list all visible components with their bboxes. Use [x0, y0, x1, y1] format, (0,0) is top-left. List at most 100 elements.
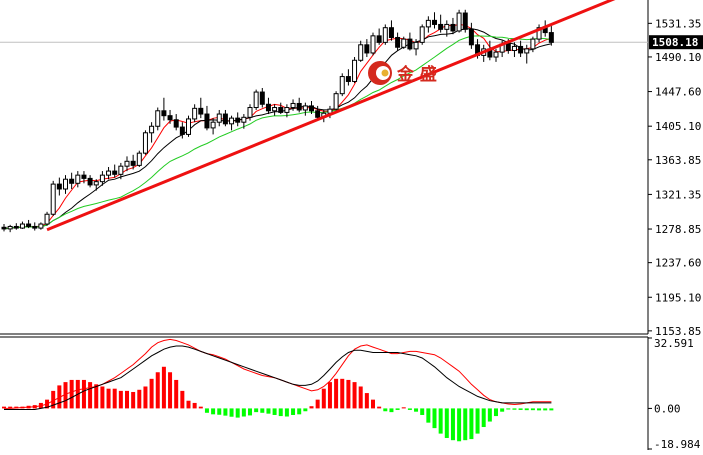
price-tick-label: 1153.85 [655, 325, 701, 338]
candle [161, 97, 167, 121]
candle [290, 99, 296, 111]
macd-bar-negative [494, 408, 498, 417]
macd-bar-positive [315, 399, 320, 409]
candle [186, 115, 191, 137]
macd-bar-positive [88, 382, 93, 409]
macd-bar-positive [352, 382, 357, 409]
candle-body [352, 59, 358, 82]
candle [118, 162, 124, 180]
macd-bar-positive [198, 406, 203, 409]
candle-body [44, 213, 50, 225]
candle-body [149, 125, 155, 134]
macd-bar-negative [481, 408, 486, 428]
candle-body [112, 170, 118, 175]
candle-body [186, 118, 191, 135]
candle-body [38, 223, 44, 229]
macd-bar-negative [395, 408, 400, 410]
candle [309, 101, 314, 115]
candle [204, 105, 210, 131]
macd-bar-positive [143, 386, 148, 409]
macd-bar-negative [383, 408, 388, 412]
candle [124, 156, 130, 172]
candle-body [345, 76, 351, 82]
macd-bar-positive [112, 388, 117, 409]
macd-bar-positive [81, 379, 86, 409]
candle [167, 109, 173, 124]
macd-bar-negative [500, 408, 505, 412]
candle-body [511, 45, 517, 52]
price-tick-label: 1363.85 [655, 154, 701, 167]
candle [1, 224, 7, 232]
macd-bar-negative [254, 408, 259, 413]
candle [149, 122, 155, 143]
candle [407, 32, 413, 51]
candle [63, 175, 68, 194]
macd-bar-positive [161, 366, 166, 409]
candle [302, 102, 308, 116]
macd-bar-positive [94, 384, 99, 409]
price-tick-label: 1405.10 [655, 120, 701, 133]
candle-body [81, 174, 87, 179]
candle-body [192, 107, 198, 120]
candle-body [401, 38, 407, 48]
macd-bar-negative [530, 408, 535, 411]
candle [450, 17, 456, 35]
candle-body [222, 113, 228, 125]
candle [388, 20, 394, 41]
candle-body [1, 226, 7, 230]
macd-bar-negative [204, 408, 209, 413]
candle-body [370, 35, 376, 54]
macd-bar-positive [63, 382, 68, 409]
macd-bar-negative [223, 408, 228, 416]
candle [259, 87, 265, 108]
current-price-badge [649, 35, 703, 50]
macd-bar-positive [364, 393, 369, 409]
macd-bar-positive [186, 400, 191, 409]
candle-body [75, 174, 81, 184]
candle [222, 109, 228, 127]
candle [173, 114, 179, 131]
candle [333, 91, 339, 111]
candle-body [204, 113, 210, 129]
macd-bar-negative [475, 408, 480, 434]
candle-body [278, 107, 284, 113]
candle [358, 40, 364, 62]
candle-body [87, 177, 93, 186]
macd-bar-positive [8, 406, 13, 409]
current-price-label: 1508.18 [652, 36, 698, 49]
candle-body [142, 132, 148, 154]
candle-body [26, 223, 32, 227]
candle-body [419, 26, 425, 43]
macd-bar-negative [407, 408, 412, 410]
macd-bar-positive [371, 399, 375, 409]
candle [87, 175, 93, 188]
candle-body [124, 160, 130, 167]
candle-body [93, 181, 99, 186]
macd-bar-negative [420, 408, 425, 415]
macd-bar-negative [389, 408, 394, 413]
macd-signal-line [4, 338, 552, 409]
candle [247, 104, 253, 121]
candle-body [247, 107, 253, 118]
candle-body [358, 44, 364, 61]
macd-bar-negative [303, 408, 308, 412]
candle [130, 154, 136, 170]
candle [216, 109, 222, 127]
macd-bar-positive [137, 389, 142, 409]
macd-bar-positive [174, 379, 179, 409]
candle-body [468, 28, 474, 46]
macd-tick-label: -18.984 [654, 438, 701, 450]
candle-body [99, 174, 105, 183]
candle [376, 28, 382, 45]
candle-body [179, 126, 185, 135]
macd-bar-positive [51, 390, 56, 409]
candle-body [315, 110, 321, 118]
macd-bar-negative [518, 408, 523, 410]
candle [284, 104, 290, 118]
candle [253, 89, 259, 110]
macd-bar-negative [266, 408, 271, 414]
candle-body [56, 183, 62, 190]
macd-bar-negative [278, 408, 283, 417]
price-tick-label: 1278.85 [655, 223, 701, 236]
support-trendline [46, 0, 616, 232]
